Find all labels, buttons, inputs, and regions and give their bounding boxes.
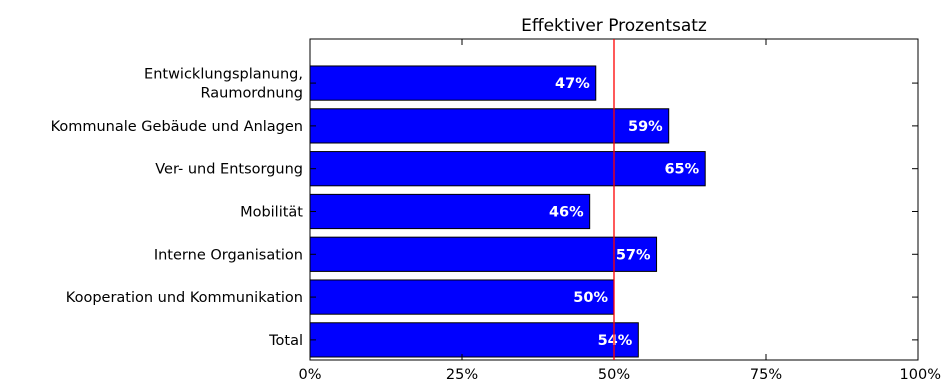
category-label-1: Kommunale Gebäude und Anlagen: [51, 119, 303, 135]
x-tick-label-0: 0%: [298, 367, 321, 380]
bar-0: [309, 65, 597, 101]
x-tick-label-4: 100%: [900, 367, 941, 380]
category-label-4: Interne Organisation: [154, 247, 303, 263]
category-label-2: Ver- und Entsorgung: [155, 162, 303, 178]
category-label-0-line-0: Entwicklungsplanung,: [144, 67, 303, 83]
x-tick-label-3: 75%: [750, 367, 782, 380]
data-label-4: 57%: [616, 247, 651, 263]
data-label-2: 65%: [664, 162, 699, 178]
category-label-0-line-1: Raumordnung: [200, 86, 303, 102]
category-label-6: Total: [268, 333, 303, 349]
data-label-3: 46%: [549, 204, 584, 220]
bars-layer: 47% 59% 65% 46% 57% 50% 54%: [309, 65, 706, 358]
chart-title: Effektiver Prozentsatz: [521, 16, 707, 36]
data-label-1: 59%: [628, 119, 663, 135]
bar-4: [309, 236, 658, 272]
data-label-0: 47%: [555, 76, 590, 92]
category-label-5: Kooperation und Kommunikation: [66, 290, 303, 306]
data-label-5: 50%: [573, 290, 608, 306]
bar-1: [309, 108, 670, 144]
x-tick-label-2: 50%: [598, 367, 630, 380]
bar-2: [309, 151, 706, 187]
data-label-6: 54%: [598, 333, 633, 349]
bar-6: [309, 322, 639, 358]
bar-5: [309, 279, 615, 315]
category-label-3: Mobilität: [240, 204, 303, 220]
bar-3: [309, 193, 591, 230]
category-labels: Entwicklungsplanung, Raumordnung Kommunale…: [51, 67, 304, 349]
x-tick-label-1: 25%: [446, 367, 478, 380]
